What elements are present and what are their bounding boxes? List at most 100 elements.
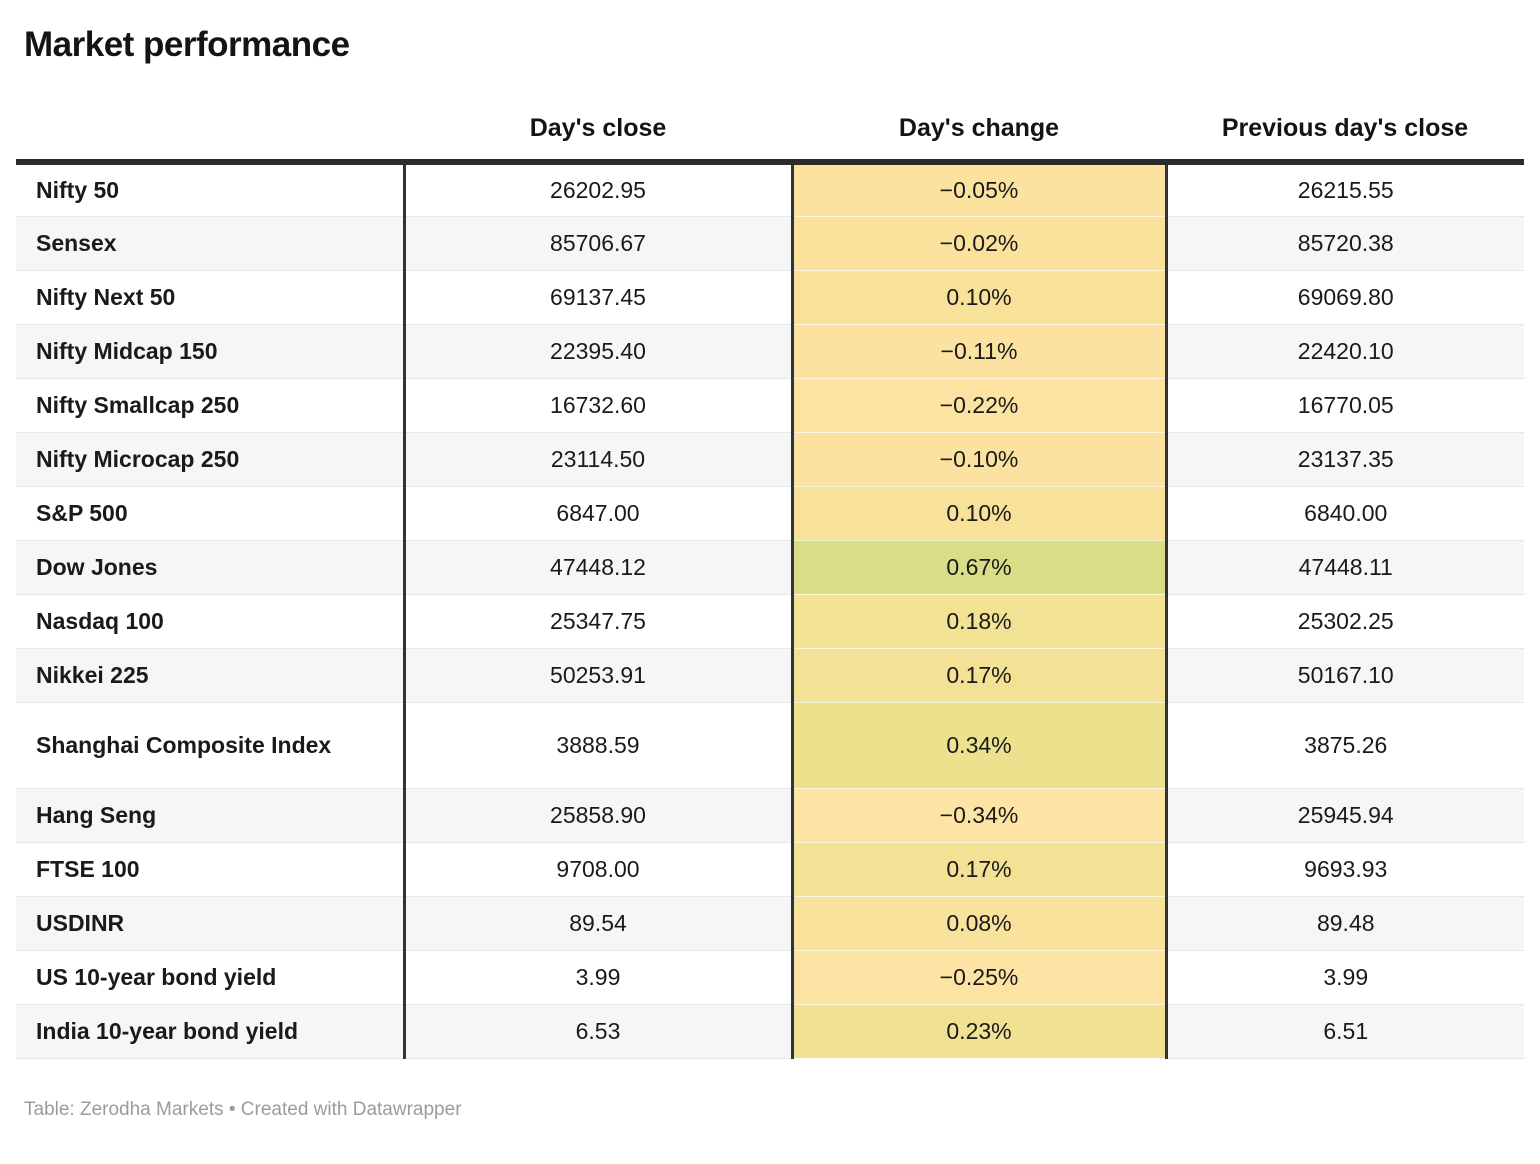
previous-close-cell: 3.99 [1166, 950, 1524, 1005]
table-row: Nifty Midcap 150 22395.40 −0.11% 22420.1… [16, 324, 1524, 379]
days-close-cell: 3888.59 [404, 702, 794, 789]
table-row: Hang Seng 25858.90 −0.34% 25945.94 [16, 788, 1524, 843]
row-label: USDINR [36, 910, 125, 936]
row-label-cell: Nikkei 225 [16, 648, 406, 703]
row-label: US 10-year bond yield [36, 964, 277, 990]
previous-close-cell: 25302.25 [1166, 594, 1524, 649]
table-body: Nifty 50 26202.95 −0.05% 26215.55 Sensex… [16, 162, 1524, 1059]
row-label: Dow Jones [36, 554, 158, 580]
days-close-cell: 25347.75 [404, 594, 794, 649]
row-label-cell: S&P 500 [16, 486, 406, 541]
days-close-cell: 85706.67 [404, 216, 794, 271]
row-label-cell: FTSE 100 [16, 842, 406, 897]
days-close-cell: 23114.50 [404, 432, 794, 487]
row-label: Nikkei 225 [36, 662, 149, 688]
previous-close-cell: 85720.38 [1166, 216, 1524, 271]
change-cell: −0.34% [792, 788, 1168, 843]
change-cell: −0.11% [792, 324, 1168, 379]
row-label-cell: Dow Jones [16, 540, 406, 595]
change-cell: −0.10% [792, 432, 1168, 487]
change-cell: −0.25% [792, 950, 1168, 1005]
table-header: Day's close Day's change Previous day's … [16, 102, 1524, 165]
change-cell: 0.10% [792, 270, 1168, 325]
table-row: Shanghai Composite Index 3888.59 0.34% 3… [16, 702, 1524, 789]
table-row: Nikkei 225 50253.91 0.17% 50167.10 [16, 648, 1524, 703]
days-close-cell: 6.53 [404, 1004, 794, 1059]
change-cell: 0.10% [792, 486, 1168, 541]
corner-header [16, 102, 404, 165]
change-cell: −0.22% [792, 378, 1168, 433]
row-label: Nifty Next 50 [36, 284, 176, 310]
table-row: Nasdaq 100 25347.75 0.18% 25302.25 [16, 594, 1524, 649]
change-cell: 0.18% [792, 594, 1168, 649]
page-title: Market performance [24, 25, 350, 64]
row-label-cell: Nifty Next 50 [16, 270, 406, 325]
row-label: Nifty Microcap 250 [36, 446, 240, 472]
previous-close-cell: 26215.55 [1166, 162, 1524, 217]
row-label: Nifty Midcap 150 [36, 338, 218, 364]
table-row: Nifty Next 50 69137.45 0.10% 69069.80 [16, 270, 1524, 325]
row-label-cell: Nasdaq 100 [16, 594, 406, 649]
previous-close-cell: 3875.26 [1166, 702, 1524, 789]
row-label-cell: Nifty 50 [16, 162, 406, 217]
table-row: Nifty 50 26202.95 −0.05% 26215.55 [16, 162, 1524, 217]
row-label-cell: Nifty Smallcap 250 [16, 378, 406, 433]
table-row: S&P 500 6847.00 0.10% 6840.00 [16, 486, 1524, 541]
row-label: Nasdaq 100 [36, 608, 164, 634]
row-label-cell: Nifty Midcap 150 [16, 324, 406, 379]
table-row: FTSE 100 9708.00 0.17% 9693.93 [16, 842, 1524, 897]
previous-close-cell: 6.51 [1166, 1004, 1524, 1059]
table-row: Dow Jones 47448.12 0.67% 47448.11 [16, 540, 1524, 595]
row-label: Nifty Smallcap 250 [36, 392, 240, 418]
row-label-cell: India 10-year bond yield [16, 1004, 406, 1059]
row-label-cell: Hang Seng [16, 788, 406, 843]
row-label: Hang Seng [36, 802, 157, 828]
days-close-cell: 69137.45 [404, 270, 794, 325]
row-label: FTSE 100 [36, 856, 140, 882]
change-cell: 0.67% [792, 540, 1168, 595]
row-label: India 10-year bond yield [36, 1018, 299, 1044]
header-row: Day's close Day's change Previous day's … [16, 102, 1524, 165]
days-close-cell: 22395.40 [404, 324, 794, 379]
table-row: Nifty Microcap 250 23114.50 −0.10% 23137… [16, 432, 1524, 487]
page: Market performance Day's close Day's cha… [0, 24, 1540, 1164]
table-row: Nifty Smallcap 250 16732.60 −0.22% 16770… [16, 378, 1524, 433]
previous-close-cell: 6840.00 [1166, 486, 1524, 541]
row-label: Shanghai Composite Index [36, 732, 332, 758]
change-cell: 0.17% [792, 648, 1168, 703]
change-cell: 0.34% [792, 702, 1168, 789]
change-cell: −0.02% [792, 216, 1168, 271]
change-cell: 0.23% [792, 1004, 1168, 1059]
previous-close-cell: 16770.05 [1166, 378, 1524, 433]
row-label-cell: Nifty Microcap 250 [16, 432, 406, 487]
previous-close-cell: 69069.80 [1166, 270, 1524, 325]
table-row: India 10-year bond yield 6.53 0.23% 6.51 [16, 1004, 1524, 1059]
days-close-cell: 25858.90 [404, 788, 794, 843]
previous-close-cell: 47448.11 [1166, 540, 1524, 595]
row-label-cell: USDINR [16, 896, 406, 951]
row-label-cell: US 10-year bond yield [16, 950, 406, 1005]
days-close-cell: 6847.00 [404, 486, 794, 541]
days-close-cell: 16732.60 [404, 378, 794, 433]
row-label: Sensex [36, 230, 117, 256]
days-close-cell: 26202.95 [404, 162, 794, 217]
table-row: US 10-year bond yield 3.99 −0.25% 3.99 [16, 950, 1524, 1005]
days-close-cell: 89.54 [404, 896, 794, 951]
row-label-cell: Sensex [16, 216, 406, 271]
days-close-cell: 3.99 [404, 950, 794, 1005]
column-header-previous-days-close: Previous day's close [1166, 102, 1524, 165]
change-cell: 0.08% [792, 896, 1168, 951]
row-label-cell: Shanghai Composite Index [16, 702, 406, 789]
table-row: Sensex 85706.67 −0.02% 85720.38 [16, 216, 1524, 271]
table-row: USDINR 89.54 0.08% 89.48 [16, 896, 1524, 951]
column-header-days-change: Day's change [792, 102, 1166, 165]
days-close-cell: 47448.12 [404, 540, 794, 595]
row-label: Nifty 50 [36, 177, 120, 204]
column-header-days-close: Day's close [404, 102, 792, 165]
market-performance-table: Day's close Day's change Previous day's … [16, 102, 1524, 1059]
change-cell: −0.05% [792, 162, 1168, 217]
previous-close-cell: 50167.10 [1166, 648, 1524, 703]
previous-close-cell: 22420.10 [1166, 324, 1524, 379]
row-label: S&P 500 [36, 500, 128, 526]
days-close-cell: 9708.00 [404, 842, 794, 897]
